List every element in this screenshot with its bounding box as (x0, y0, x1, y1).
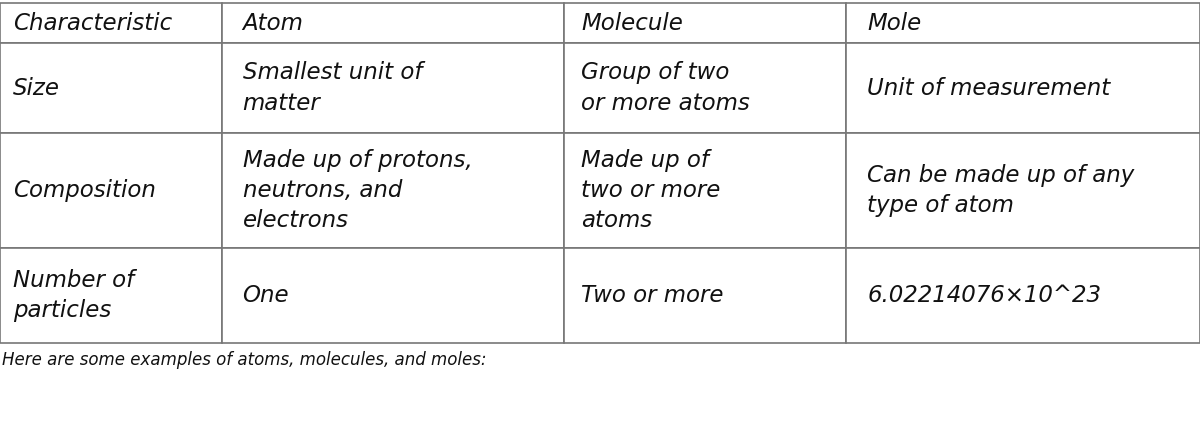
Bar (222, 43, 564, 133)
Bar (222, 3, 564, 43)
Bar (0, 133, 222, 248)
Bar (222, 133, 564, 248)
Bar (564, 3, 846, 43)
Text: Size: Size (13, 76, 60, 99)
Text: Composition: Composition (13, 179, 156, 202)
Bar (0, 248, 222, 343)
Text: One: One (242, 284, 289, 307)
Bar (222, 248, 564, 343)
Text: Smallest unit of
matter: Smallest unit of matter (242, 61, 422, 115)
Bar (564, 133, 846, 248)
Bar (0, 3, 222, 43)
Text: Number of
particles: Number of particles (13, 269, 134, 322)
Bar (846, 3, 1200, 43)
Bar (846, 133, 1200, 248)
Bar (846, 248, 1200, 343)
Text: Characteristic: Characteristic (13, 12, 173, 35)
Text: Atom: Atom (242, 12, 304, 35)
Text: Made up of protons,
neutrons, and
electrons: Made up of protons, neutrons, and electr… (242, 149, 472, 232)
Text: Can be made up of any
type of atom: Can be made up of any type of atom (868, 164, 1134, 217)
Text: Made up of
two or more
atoms: Made up of two or more atoms (581, 149, 720, 232)
Bar (846, 43, 1200, 133)
Text: Molecule: Molecule (581, 12, 683, 35)
Bar (564, 248, 846, 343)
Bar (564, 43, 846, 133)
Text: 6.02214076×10^23: 6.02214076×10^23 (868, 284, 1102, 307)
Text: Unit of measurement: Unit of measurement (868, 76, 1110, 99)
Bar (0, 43, 222, 133)
Text: Here are some examples of atoms, molecules, and moles:: Here are some examples of atoms, molecul… (2, 351, 486, 369)
Text: Mole: Mole (868, 12, 922, 35)
Text: Two or more: Two or more (581, 284, 724, 307)
Text: Group of two
or more atoms: Group of two or more atoms (581, 61, 750, 115)
